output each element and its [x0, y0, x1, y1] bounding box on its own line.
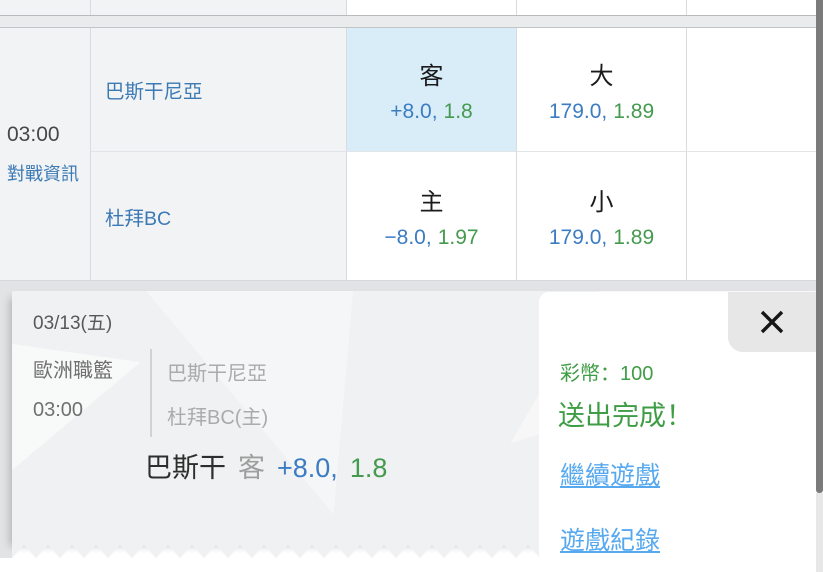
total-under-odds: 179.0, 1.89 [548, 226, 655, 249]
total-over-label: 大 [589, 62, 614, 90]
receipt-divider [150, 349, 152, 437]
close-button[interactable] [728, 292, 816, 352]
partial-row-cell [0, 0, 91, 15]
close-icon [760, 310, 784, 334]
bet-value: +8.0, [277, 453, 338, 483]
bet-date: 03/13(五) [33, 313, 113, 334]
bet-time: 03:00 [33, 399, 84, 421]
match-time: 03:00 [7, 122, 60, 146]
partial-row-cell [687, 0, 816, 15]
empty-cell [687, 28, 816, 152]
partial-row-cell [347, 0, 517, 15]
continue-game-link[interactable]: 繼續遊戲 [560, 462, 661, 490]
total-over-odds: 179.0, 1.89 [548, 99, 655, 123]
receipt-away-team: 巴斯干尼亞 [167, 363, 267, 385]
handicap-away-odds: +8.0, 1.8 [390, 99, 473, 123]
game-history-link[interactable]: 遊戲紀錄 [560, 527, 661, 555]
bet-team: 巴斯干 [145, 453, 226, 483]
match-time-cell: 03:00 對戰資訊 [0, 28, 91, 281]
scrollbar-track [816, 493, 823, 572]
handicap-home-odds: −8.0, 1.97 [384, 226, 479, 249]
bet-side: 客 [238, 453, 265, 483]
bet-odds: 1.8 [349, 453, 388, 483]
handicap-away-button[interactable]: 客 +8.0, 1.8 [347, 28, 517, 152]
handicap-home-button[interactable]: 主 −8.0, 1.97 [347, 152, 517, 281]
odds-table: 03:00 對戰資訊 巴斯干尼亞 客 +8.0, 1.8 大 179.0, 1.… [0, 0, 816, 281]
empty-cell [687, 152, 816, 281]
bet-selection-line: 巴斯干 客 +8.0, 1.8 [145, 446, 387, 485]
table-separator-band [0, 15, 816, 28]
bet-league: 歐洲職籃 [33, 360, 113, 382]
partial-row-cell [91, 0, 347, 15]
total-under-button[interactable]: 小 179.0, 1.89 [517, 152, 687, 281]
status-text: 送出完成！ [558, 401, 693, 431]
total-over-button[interactable]: 大 179.0, 1.89 [517, 28, 687, 152]
handicap-away-label: 客 [419, 62, 444, 90]
team-name-home: 杜拜BC [91, 152, 347, 281]
handicap-home-label: 主 [419, 189, 444, 216]
team-name-away: 巴斯干尼亞 [91, 28, 347, 152]
page-background-gap [0, 281, 816, 291]
page-background-strip [0, 291, 12, 558]
total-under-label: 小 [589, 189, 614, 216]
credits-text: 彩幣：100 [560, 363, 654, 385]
bet-result-panel: 彩幣：100 送出完成！ 繼續遊戲 遊戲紀錄 [539, 292, 816, 572]
partial-row-cell [517, 0, 687, 15]
match-info-link[interactable]: 對戰資訊 [7, 163, 79, 184]
scrollbar-thumb[interactable] [816, 0, 823, 493]
receipt-home-team: 杜拜BC(主) [167, 407, 269, 429]
